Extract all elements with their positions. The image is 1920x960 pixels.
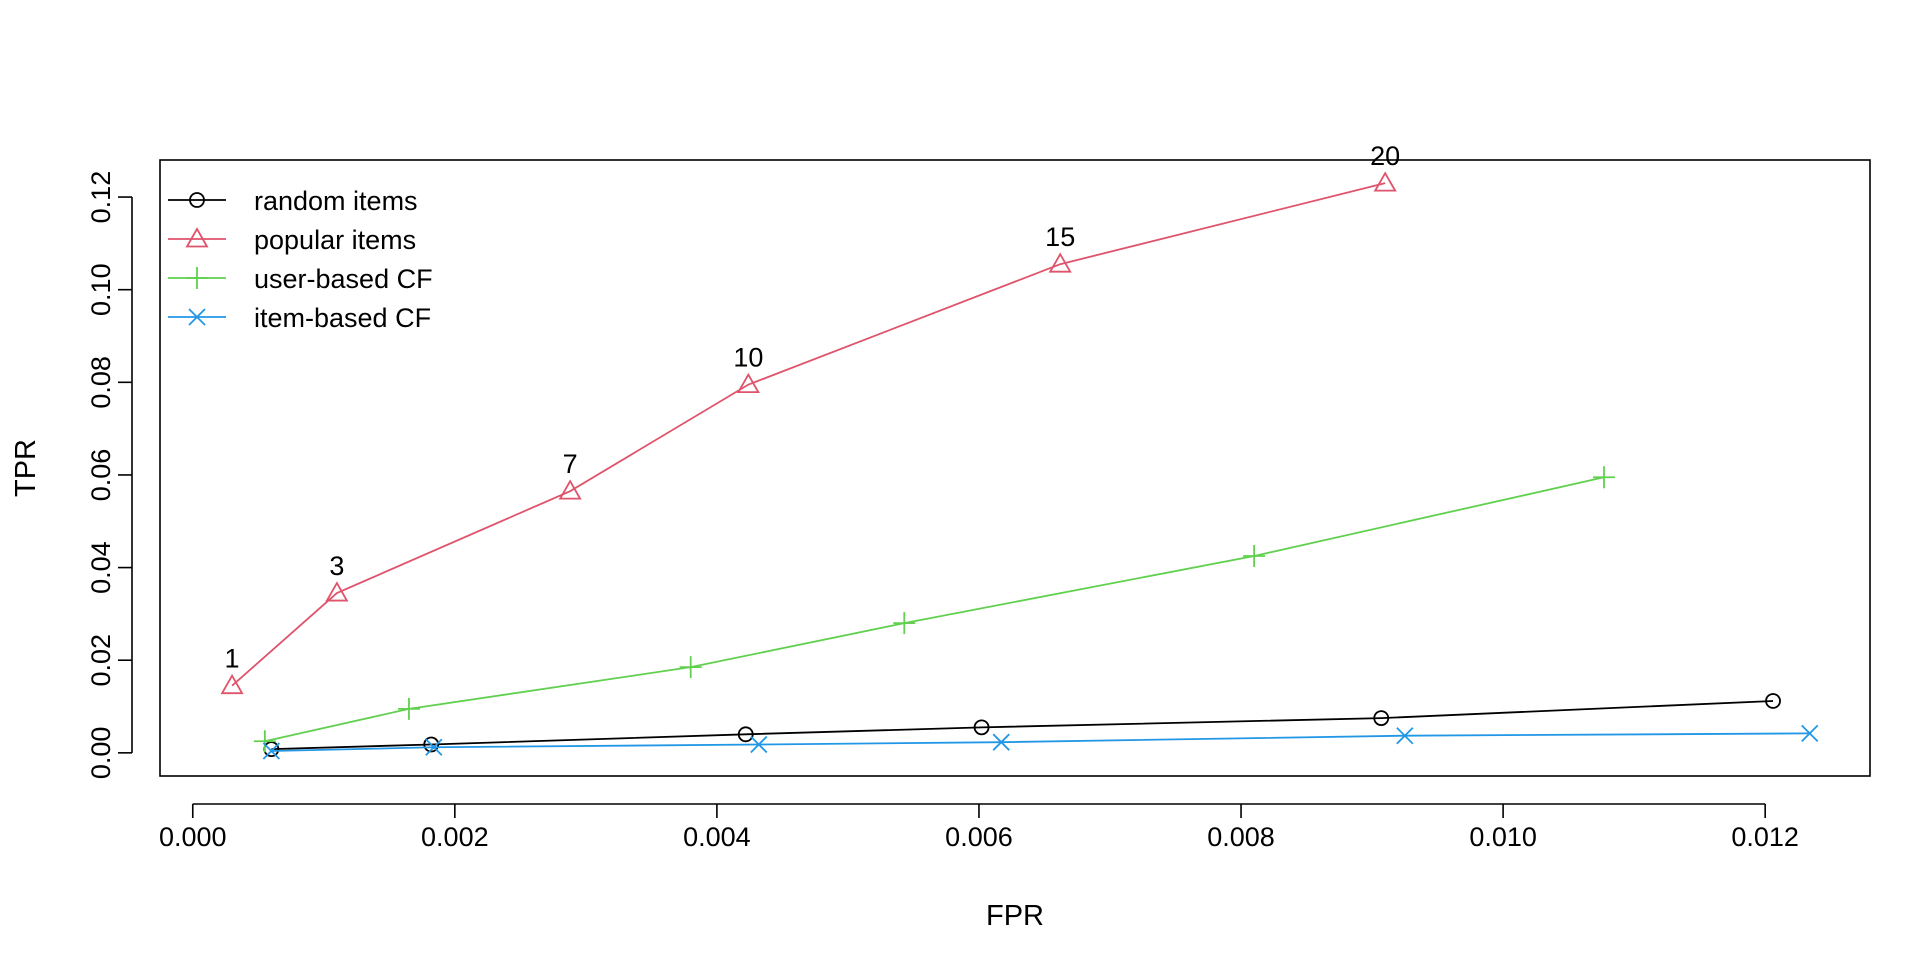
data-point	[1765, 693, 1781, 709]
series-item-based-cf	[262, 724, 1819, 760]
legend-label: popular items	[254, 225, 416, 255]
data-point	[423, 736, 440, 753]
x-axis: 0.000 0.002 0.004 0.006 0.008 0.010 0.012	[159, 803, 1799, 852]
legend-marker	[188, 308, 206, 326]
data-point	[750, 735, 768, 754]
data-label: 7	[563, 449, 578, 479]
x-tick-label: 0.000	[159, 822, 227, 852]
data-point	[1801, 724, 1819, 743]
series-line	[271, 732, 1810, 752]
data-point	[973, 719, 990, 736]
y-tick-label: 0.08	[86, 356, 116, 409]
y-axis: 0.00 0.02 0.04 0.06 0.08 0.10 0.12	[86, 171, 133, 780]
legend: random items popular items user-based CF it…	[168, 186, 433, 333]
y-tick-label: 0.04	[86, 541, 116, 594]
data-point	[1243, 545, 1266, 567]
data-point	[1396, 727, 1414, 745]
y-axis-label: TPR	[10, 439, 42, 497]
series-user-based-cf	[253, 466, 1615, 753]
legend-item: user-based CF	[168, 264, 433, 294]
data-point	[1373, 710, 1390, 727]
data-point	[992, 733, 1010, 751]
data-point	[737, 726, 754, 743]
y-tick-label: 0.10	[86, 263, 116, 316]
data-point	[262, 742, 281, 760]
legend-label: random items	[254, 186, 418, 216]
data-label: 1	[225, 644, 240, 674]
legend-item: random items	[168, 186, 418, 216]
x-tick-label: 0.004	[683, 822, 751, 852]
data-point	[397, 697, 420, 720]
series-line	[271, 700, 1774, 751]
y-tick-label: 0.02	[86, 634, 116, 687]
legend-item: popular items	[168, 225, 416, 255]
x-tick-label: 0.002	[421, 822, 489, 852]
data-point	[679, 656, 702, 679]
legend-label: user-based CF	[254, 264, 433, 294]
y-tick-label: 0.12	[86, 171, 116, 224]
data-label: 15	[1045, 222, 1075, 252]
data-point	[893, 612, 916, 635]
data-point	[253, 730, 276, 753]
data-point	[1593, 466, 1615, 489]
y-tick-label: 0.00	[86, 727, 116, 780]
legend-item: item-based CF	[168, 303, 431, 333]
legend-marker	[189, 192, 205, 208]
data-point	[220, 673, 244, 695]
legend-label: item-based CF	[254, 303, 431, 333]
x-axis-label: FPR	[986, 900, 1044, 932]
data-point	[558, 479, 582, 500]
plot-frame	[159, 159, 1871, 777]
data-label: 10	[733, 343, 763, 373]
series-popular-items: 1 3 7 10 15 20	[220, 141, 1400, 695]
x-tick-label: 0.010	[1469, 822, 1537, 852]
data-point	[1048, 252, 1072, 273]
data-label: 20	[1370, 141, 1400, 171]
series-line	[231, 182, 1386, 687]
x-tick-label: 0.012	[1731, 822, 1799, 852]
legend-marker	[186, 267, 208, 289]
data-point	[736, 372, 760, 394]
y-tick-label: 0.06	[86, 449, 116, 502]
series-layer: 1 3 7 10 15 20	[220, 141, 1819, 760]
data-label: 3	[329, 551, 344, 581]
data-point	[325, 581, 349, 602]
legend-marker	[185, 227, 209, 248]
series-random-items	[263, 693, 1781, 758]
data-point	[1373, 171, 1397, 192]
x-tick-label: 0.006	[945, 822, 1013, 852]
data-point	[425, 738, 443, 756]
series-line	[264, 476, 1605, 743]
x-tick-label: 0.008	[1207, 822, 1275, 852]
